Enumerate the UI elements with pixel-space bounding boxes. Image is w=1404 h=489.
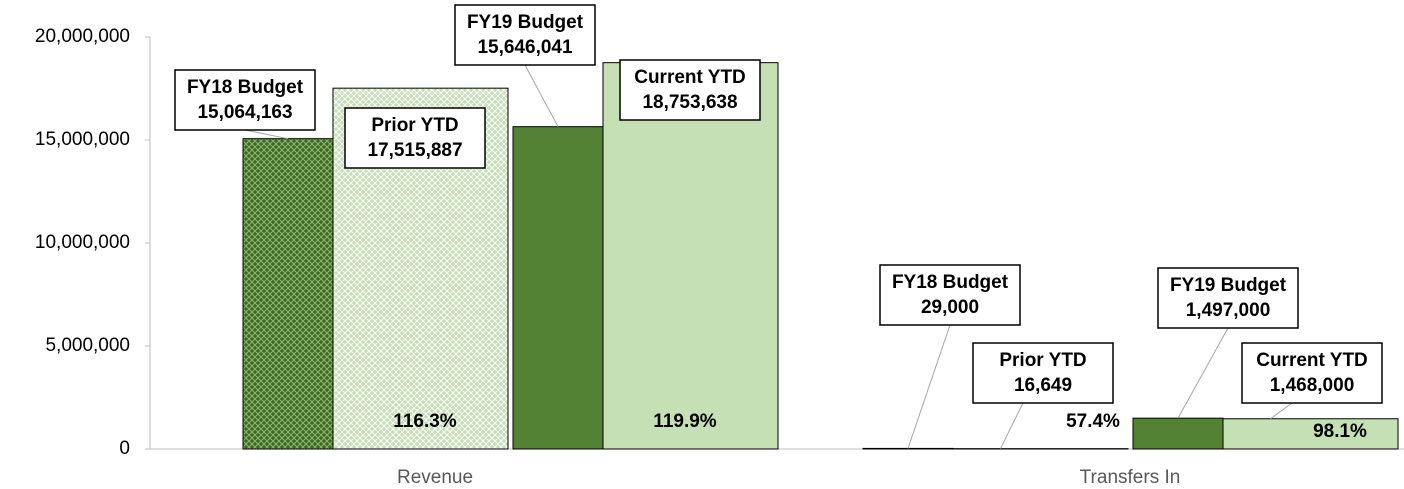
leader-line [244, 129, 289, 140]
label-name: Prior YTD [371, 115, 458, 136]
x-tick-label: Revenue [397, 467, 473, 488]
y-tick-label: 0 [119, 438, 130, 459]
percent-label: 116.3% [393, 411, 456, 432]
leader-line [1270, 402, 1293, 420]
label-name: FY18 Budget [892, 272, 1009, 293]
leader-line [907, 324, 951, 449]
data-label: 1,468,000 [1270, 375, 1355, 396]
label-box [1241, 342, 1383, 404]
y-tick-label: 5,000,000 [45, 335, 130, 356]
label-box [619, 59, 761, 121]
label-box [344, 107, 486, 169]
label-name: FY19 Budget [467, 12, 584, 33]
data-label: 18,753,638 [642, 92, 737, 113]
percent-label: 98.1% [1313, 421, 1367, 442]
leader-line [1000, 402, 1024, 449]
bar [602, 62, 779, 450]
label-name: Current YTD [634, 67, 746, 88]
data-label: 16,649 [1014, 375, 1072, 396]
bar [1132, 417, 1224, 450]
x-tick-label: Transfers In [1080, 467, 1181, 488]
leader-line [524, 64, 559, 127]
label-box [1157, 267, 1299, 329]
percent-label: 119.9% [653, 411, 716, 432]
bar [862, 447, 954, 450]
data-label: 1,497,000 [1186, 300, 1271, 321]
y-tick-label: 20,000,000 [35, 26, 130, 47]
data-label: 17,515,887 [367, 140, 462, 161]
label-box [454, 4, 596, 66]
bar [512, 126, 604, 450]
data-label: 15,064,163 [197, 102, 292, 123]
label-name: Prior YTD [999, 350, 1086, 371]
label-box [972, 342, 1114, 404]
y-tick-label: 15,000,000 [35, 129, 130, 150]
label-name: Current YTD [1256, 350, 1368, 371]
leader-line [1177, 327, 1229, 419]
y-tick-label: 10,000,000 [35, 232, 130, 253]
label-box [879, 264, 1021, 326]
bar [242, 138, 334, 450]
percent-label: 57.4% [1066, 411, 1120, 432]
label-box [174, 69, 316, 131]
data-label: 15,646,041 [477, 37, 573, 58]
data-label: 29,000 [921, 297, 979, 318]
bar [1222, 418, 1399, 450]
label-name: FY18 Budget [187, 77, 304, 98]
label-name: FY19 Budget [1170, 275, 1287, 296]
